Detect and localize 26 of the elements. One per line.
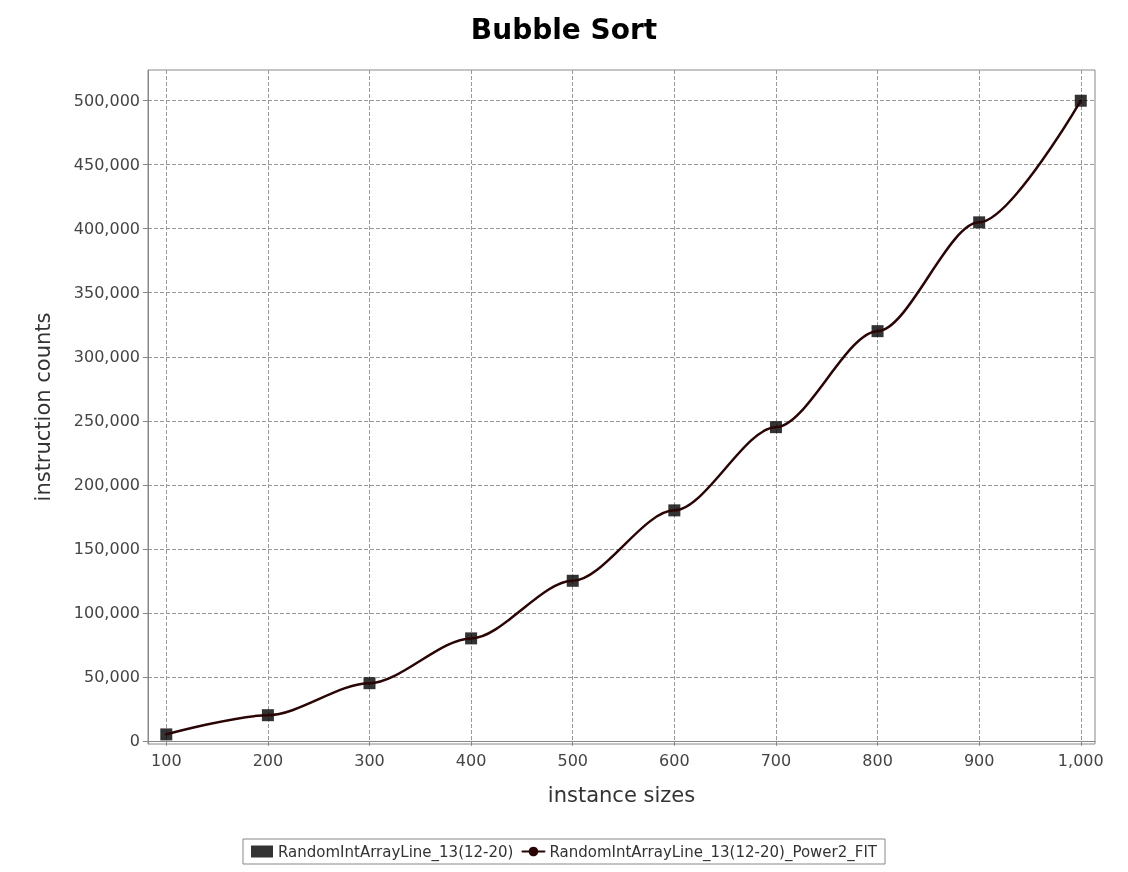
x-tick-label: 800 bbox=[862, 750, 893, 770]
x-tick-label: 200 bbox=[252, 750, 284, 770]
x-axis-title: instance sizes bbox=[547, 782, 696, 807]
chart-title: Bubble Sort bbox=[470, 12, 658, 46]
x-tick-label: 100 bbox=[151, 750, 182, 770]
legend-label: RandomIntArrayLine_13(12-20)_Power2_FIT bbox=[549, 842, 878, 862]
y-tick-label: 350,000 bbox=[73, 283, 140, 303]
y-axis-title: instruction counts bbox=[30, 312, 55, 502]
x-tick-label: 400 bbox=[455, 750, 487, 770]
y-tick-label: 200,000 bbox=[73, 475, 140, 495]
y-tick-label: 150,000 bbox=[73, 539, 140, 559]
y-tick-label: 450,000 bbox=[73, 155, 140, 175]
x-tick-label: 600 bbox=[659, 750, 690, 770]
x-tick-label: 700 bbox=[760, 750, 792, 770]
y-tick-label: 500,000 bbox=[73, 91, 140, 111]
y-tick-label: 50,000 bbox=[84, 667, 140, 687]
x-tick-label: 1,000 bbox=[1057, 750, 1104, 770]
y-tick-label: 400,000 bbox=[73, 219, 140, 239]
y-tick-label: 250,000 bbox=[73, 411, 140, 431]
y-tick-label: 300,000 bbox=[73, 347, 140, 367]
y-tick-label: 0 bbox=[129, 731, 140, 751]
x-tick-label: 300 bbox=[354, 750, 385, 770]
y-tick-label: 100,000 bbox=[73, 603, 140, 623]
x-tick-label: 900 bbox=[963, 750, 995, 770]
legend-label: RandomIntArrayLine_13(12-20) bbox=[277, 842, 514, 862]
x-tick-label: 500 bbox=[557, 750, 588, 770]
